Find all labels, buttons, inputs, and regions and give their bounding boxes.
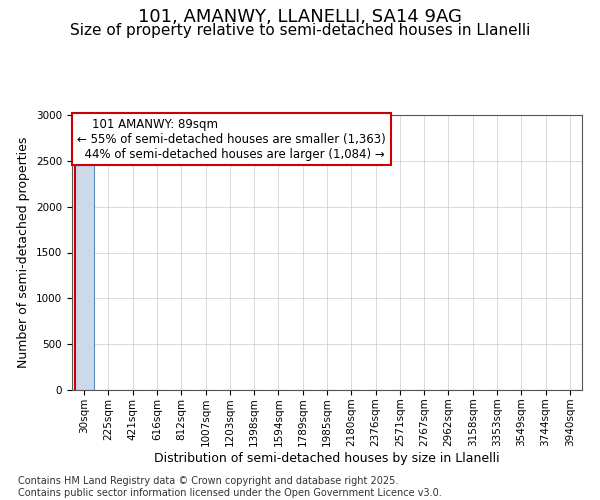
X-axis label: Distribution of semi-detached houses by size in Llanelli: Distribution of semi-detached houses by …	[154, 452, 500, 465]
Text: Contains HM Land Registry data © Crown copyright and database right 2025.
Contai: Contains HM Land Registry data © Crown c…	[18, 476, 442, 498]
Bar	[74, 166, 94, 390]
Text: Size of property relative to semi-detached houses in Llanelli: Size of property relative to semi-detach…	[70, 22, 530, 38]
Text: 101 AMANWY: 89sqm
← 55% of semi-detached houses are smaller (1,363)
  44% of sem: 101 AMANWY: 89sqm ← 55% of semi-detached…	[77, 118, 386, 161]
Text: 101, AMANWY, LLANELLI, SA14 9AG: 101, AMANWY, LLANELLI, SA14 9AG	[138, 8, 462, 26]
Y-axis label: Number of semi-detached properties: Number of semi-detached properties	[17, 137, 31, 368]
